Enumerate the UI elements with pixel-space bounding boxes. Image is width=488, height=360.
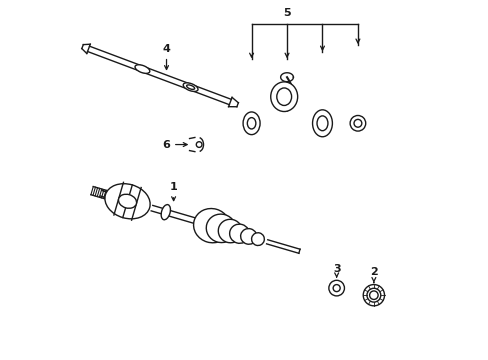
Circle shape xyxy=(366,288,380,302)
Ellipse shape xyxy=(247,118,255,129)
Text: 2: 2 xyxy=(369,267,377,283)
Ellipse shape xyxy=(186,85,194,89)
Ellipse shape xyxy=(206,214,235,243)
Circle shape xyxy=(349,116,365,131)
Ellipse shape xyxy=(161,204,170,220)
Ellipse shape xyxy=(183,83,198,91)
Circle shape xyxy=(332,285,340,292)
Ellipse shape xyxy=(135,65,149,73)
Ellipse shape xyxy=(270,82,297,112)
Ellipse shape xyxy=(251,233,264,246)
Circle shape xyxy=(369,291,377,300)
Circle shape xyxy=(353,120,361,127)
Text: 3: 3 xyxy=(332,264,340,277)
Text: 4: 4 xyxy=(162,44,170,69)
Ellipse shape xyxy=(229,224,249,243)
Text: 1: 1 xyxy=(169,182,177,201)
Ellipse shape xyxy=(105,184,150,219)
Circle shape xyxy=(196,142,202,147)
Ellipse shape xyxy=(240,229,256,244)
Ellipse shape xyxy=(118,194,136,208)
Text: 5: 5 xyxy=(283,8,290,18)
Ellipse shape xyxy=(312,110,332,137)
Text: 6: 6 xyxy=(162,140,187,149)
Ellipse shape xyxy=(243,112,260,135)
Ellipse shape xyxy=(276,88,291,105)
Ellipse shape xyxy=(316,116,327,131)
Ellipse shape xyxy=(218,219,242,243)
Ellipse shape xyxy=(193,208,230,243)
Circle shape xyxy=(363,284,384,306)
Circle shape xyxy=(328,280,344,296)
